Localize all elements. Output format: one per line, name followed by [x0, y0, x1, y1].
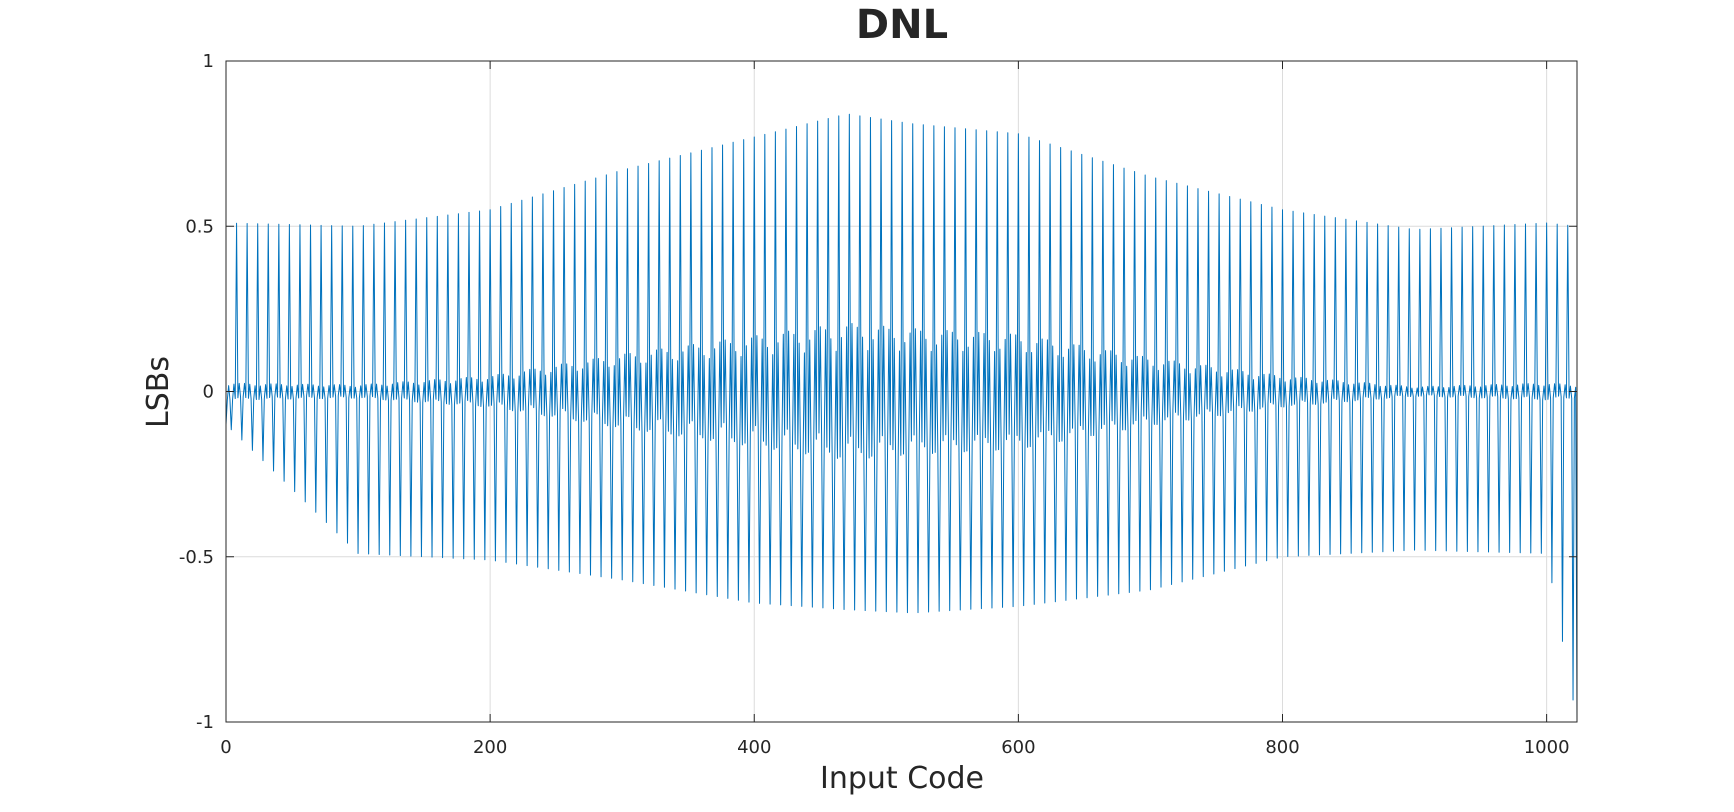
- x-tick-label: 0: [220, 737, 231, 758]
- x-tick-label: 1000: [1524, 737, 1570, 758]
- y-tick-label: 0.5: [185, 216, 214, 237]
- y-tick-label: 0: [203, 382, 214, 403]
- chart-title: DNL: [856, 2, 948, 48]
- x-tick-label: 600: [1001, 737, 1035, 758]
- y-axis-label: LSBs: [141, 356, 176, 428]
- series-layer: [225, 113, 1578, 723]
- x-tick-label: 800: [1265, 737, 1299, 758]
- y-tick-label: -0.5: [179, 547, 214, 568]
- dnl-series-line: [225, 113, 1578, 723]
- x-tick-label: 400: [737, 737, 771, 758]
- x-tick-label: 200: [473, 737, 507, 758]
- axis-ticks: 0 200 400 600 800 1000 -1 -0.5 0 0.5 1: [179, 51, 1577, 758]
- x-axis-label: Input Code: [820, 761, 984, 796]
- y-tick-label: 1: [203, 51, 214, 72]
- y-tick-label: -1: [196, 712, 214, 733]
